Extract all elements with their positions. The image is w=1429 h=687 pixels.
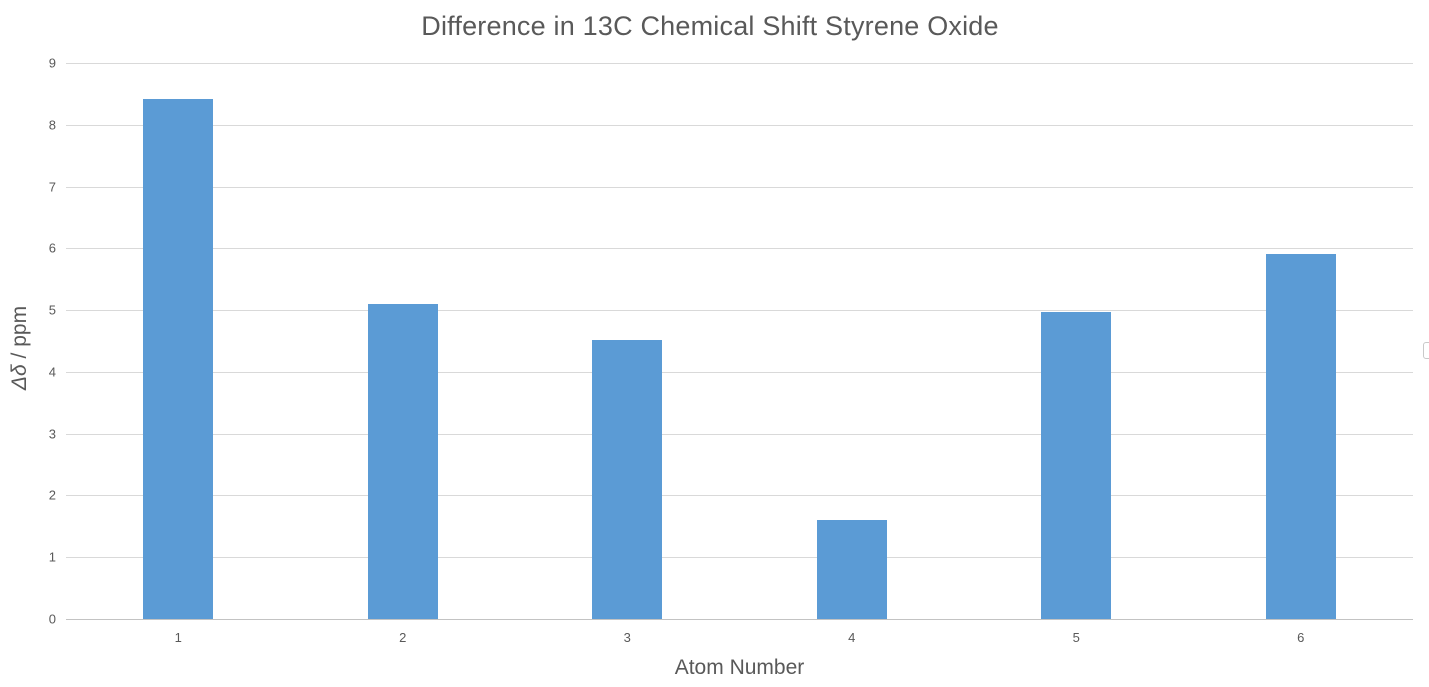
y-tick-label-2: 2	[48, 487, 56, 503]
y-tick-label-7: 7	[48, 179, 56, 195]
gridline-y-7	[66, 186, 1413, 188]
gridline-y-6	[66, 248, 1413, 250]
bar-series	[66, 63, 1413, 619]
gridline-y-8	[66, 124, 1413, 126]
y-tick-label-6: 6	[48, 240, 56, 256]
y-tick-label-5: 5	[48, 302, 56, 318]
y-tick-label-4: 4	[48, 364, 56, 380]
bar-slot-2	[291, 63, 516, 619]
bar-slot-1	[66, 63, 291, 619]
y-axis-title: Δδ / ppm	[8, 278, 32, 418]
y-tick-label-3: 3	[48, 426, 56, 442]
gridline-y-3	[66, 433, 1413, 435]
gridline-y-5	[66, 310, 1413, 312]
x-tick-label-2: 2	[399, 630, 407, 645]
plot-area	[66, 63, 1413, 620]
y-axis-tick-labels: 0 1 2 3 4 5 6 7 8 9	[0, 56, 56, 627]
bar-slot-5	[964, 63, 1189, 619]
edge-artifact	[1423, 342, 1429, 359]
x-tick-label-5: 5	[1072, 630, 1080, 645]
chart-title: Difference in 13C Chemical Shift Styrene…	[421, 11, 999, 41]
gridline-y-2	[66, 495, 1413, 497]
y-tick-label-1: 1	[48, 549, 56, 565]
y-tick-label-9: 9	[48, 55, 56, 71]
x-tick-label-4: 4	[848, 630, 856, 645]
x-axis-tick-labels: 1 2 3 4 5 6	[66, 630, 1413, 650]
gridline-y-1	[66, 557, 1413, 559]
bar-slot-6	[1189, 63, 1414, 619]
bar-atom-2[interactable]	[367, 303, 438, 619]
y-axis-title-symbol: Δδ	[8, 364, 31, 391]
x-tick-label-1: 1	[174, 630, 182, 645]
x-axis-title: Atom Number	[674, 656, 805, 679]
x-tick-label-6: 6	[1297, 630, 1305, 645]
bar-atom-5[interactable]	[1041, 311, 1112, 619]
bar-atom-6[interactable]	[1265, 253, 1336, 619]
bar-atom-3[interactable]	[592, 339, 663, 619]
x-axis-line	[66, 619, 1413, 620]
bar-slot-4	[740, 63, 965, 619]
bar-atom-4[interactable]	[816, 520, 887, 619]
y-axis-title-unit: / ppm	[8, 305, 31, 365]
bar-slot-3	[515, 63, 740, 619]
x-tick-label-3: 3	[623, 630, 631, 645]
y-tick-label-8: 8	[48, 117, 56, 133]
gridline-y-4	[66, 371, 1413, 373]
gridline-y-9	[66, 63, 1413, 64]
y-tick-label-0: 0	[48, 611, 56, 627]
bar-atom-1[interactable]	[143, 98, 214, 619]
